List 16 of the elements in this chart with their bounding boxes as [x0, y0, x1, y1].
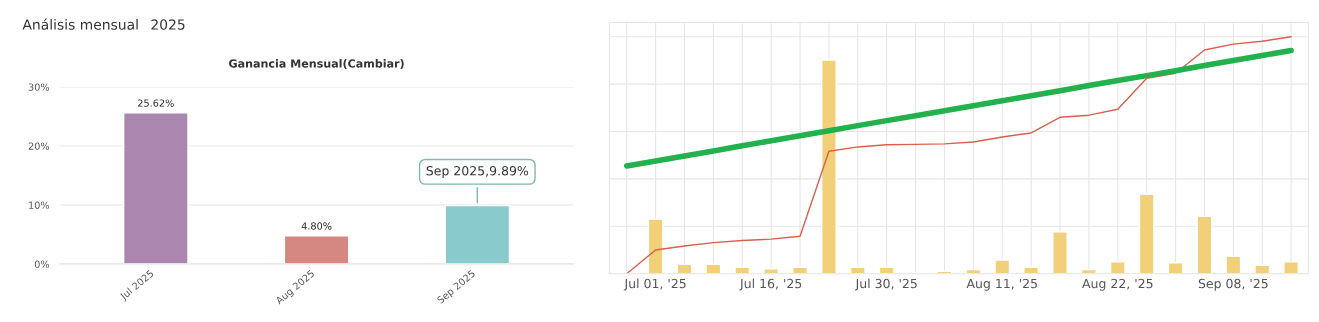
x-tick-label: Jul 16, '25 — [739, 278, 802, 291]
text: Análisis mensual — [22, 18, 138, 30]
x-tick-label: Aug 22, '25 — [1082, 278, 1153, 291]
y-tick-label: 30% — [28, 83, 50, 91]
text: 2025 — [151, 19, 185, 30]
x-tick-label: Aug 11, '25 — [966, 278, 1037, 291]
x-tick-label: Sep 08, '25 — [1198, 278, 1268, 291]
data-label: 25.62% — [137, 99, 174, 107]
x-tick-label: Jul 01, '25 — [623, 278, 686, 291]
data-label: 4.80% — [301, 222, 332, 230]
y-tick-label: 10% — [29, 201, 50, 209]
y-tick-label: 20% — [28, 142, 50, 150]
x-tick-label: Jul 30, '25 — [854, 278, 917, 291]
y-tick-label: 0% — [34, 260, 50, 268]
annotation: Sep 2025,9.89% — [426, 166, 529, 178]
chart-title: Ganancia Mensual(Cambiar) — [229, 59, 404, 69]
